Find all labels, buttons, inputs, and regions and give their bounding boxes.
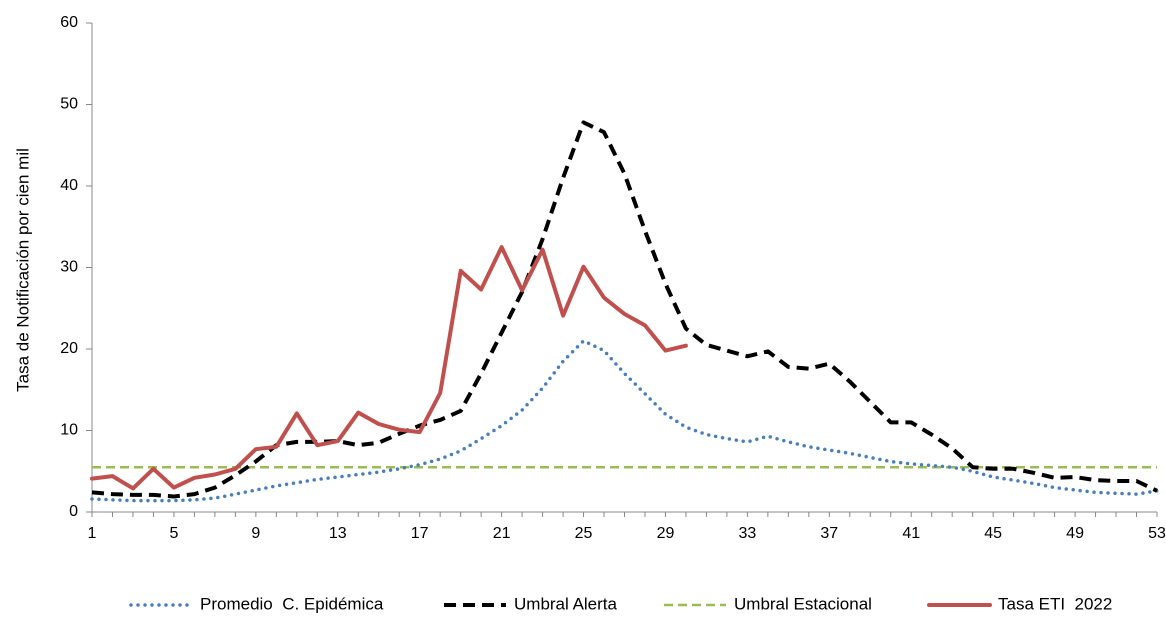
- y-tick-label: 50: [60, 96, 78, 113]
- legend-label-3: Tasa ETI 2022: [998, 594, 1112, 613]
- y-tick-label: 40: [60, 177, 78, 194]
- series-layer: [90, 120, 1159, 503]
- y-axis-label: Tasa de Notificación por cien mil: [13, 148, 32, 392]
- y-tick-label: 30: [60, 259, 78, 276]
- x-tick-label: 5: [169, 525, 178, 542]
- x-tick-label: 17: [411, 525, 429, 542]
- y-tick-label: 60: [60, 14, 78, 31]
- x-tick-label: 1: [88, 525, 97, 542]
- x-tick-label: 41: [902, 525, 920, 542]
- chart-legend: Promedio C. Epidémica Umbral Alerta Umbral…: [129, 594, 1112, 613]
- x-tick-label: 9: [251, 525, 260, 542]
- y-tick-label: 0: [69, 503, 78, 520]
- x-tick-label: 13: [329, 525, 347, 542]
- legend-label-1: Umbral Alerta: [514, 594, 618, 613]
- chart-axes: [91, 23, 1157, 513]
- x-axis-ticks: 1 5 9 13 17 21 25 29 33 37 41 45 49 53: [88, 512, 1166, 542]
- y-tick-label: 20: [60, 340, 78, 357]
- y-tick-label: 10: [60, 422, 78, 439]
- series-line-1: [91, 120, 1158, 499]
- x-tick-label: 33: [738, 525, 756, 542]
- legend-label-2: Umbral Estacional: [734, 594, 872, 613]
- x-tick-label: 29: [657, 525, 675, 542]
- x-tick-label: 25: [575, 525, 593, 542]
- y-axis-ticks: 0 10 20 30 40 50 60: [60, 14, 92, 520]
- x-tick-label: 49: [1066, 525, 1084, 542]
- series-line-3: [90, 245, 688, 491]
- x-tick-label: 45: [984, 525, 1002, 542]
- series-line-0: [90, 339, 1159, 503]
- x-tick-label: 53: [1148, 525, 1166, 542]
- x-tick-label: 21: [493, 525, 511, 542]
- x-tick-label: 37: [820, 525, 838, 542]
- legend-label-0: Promedio C. Epidémica: [200, 594, 384, 613]
